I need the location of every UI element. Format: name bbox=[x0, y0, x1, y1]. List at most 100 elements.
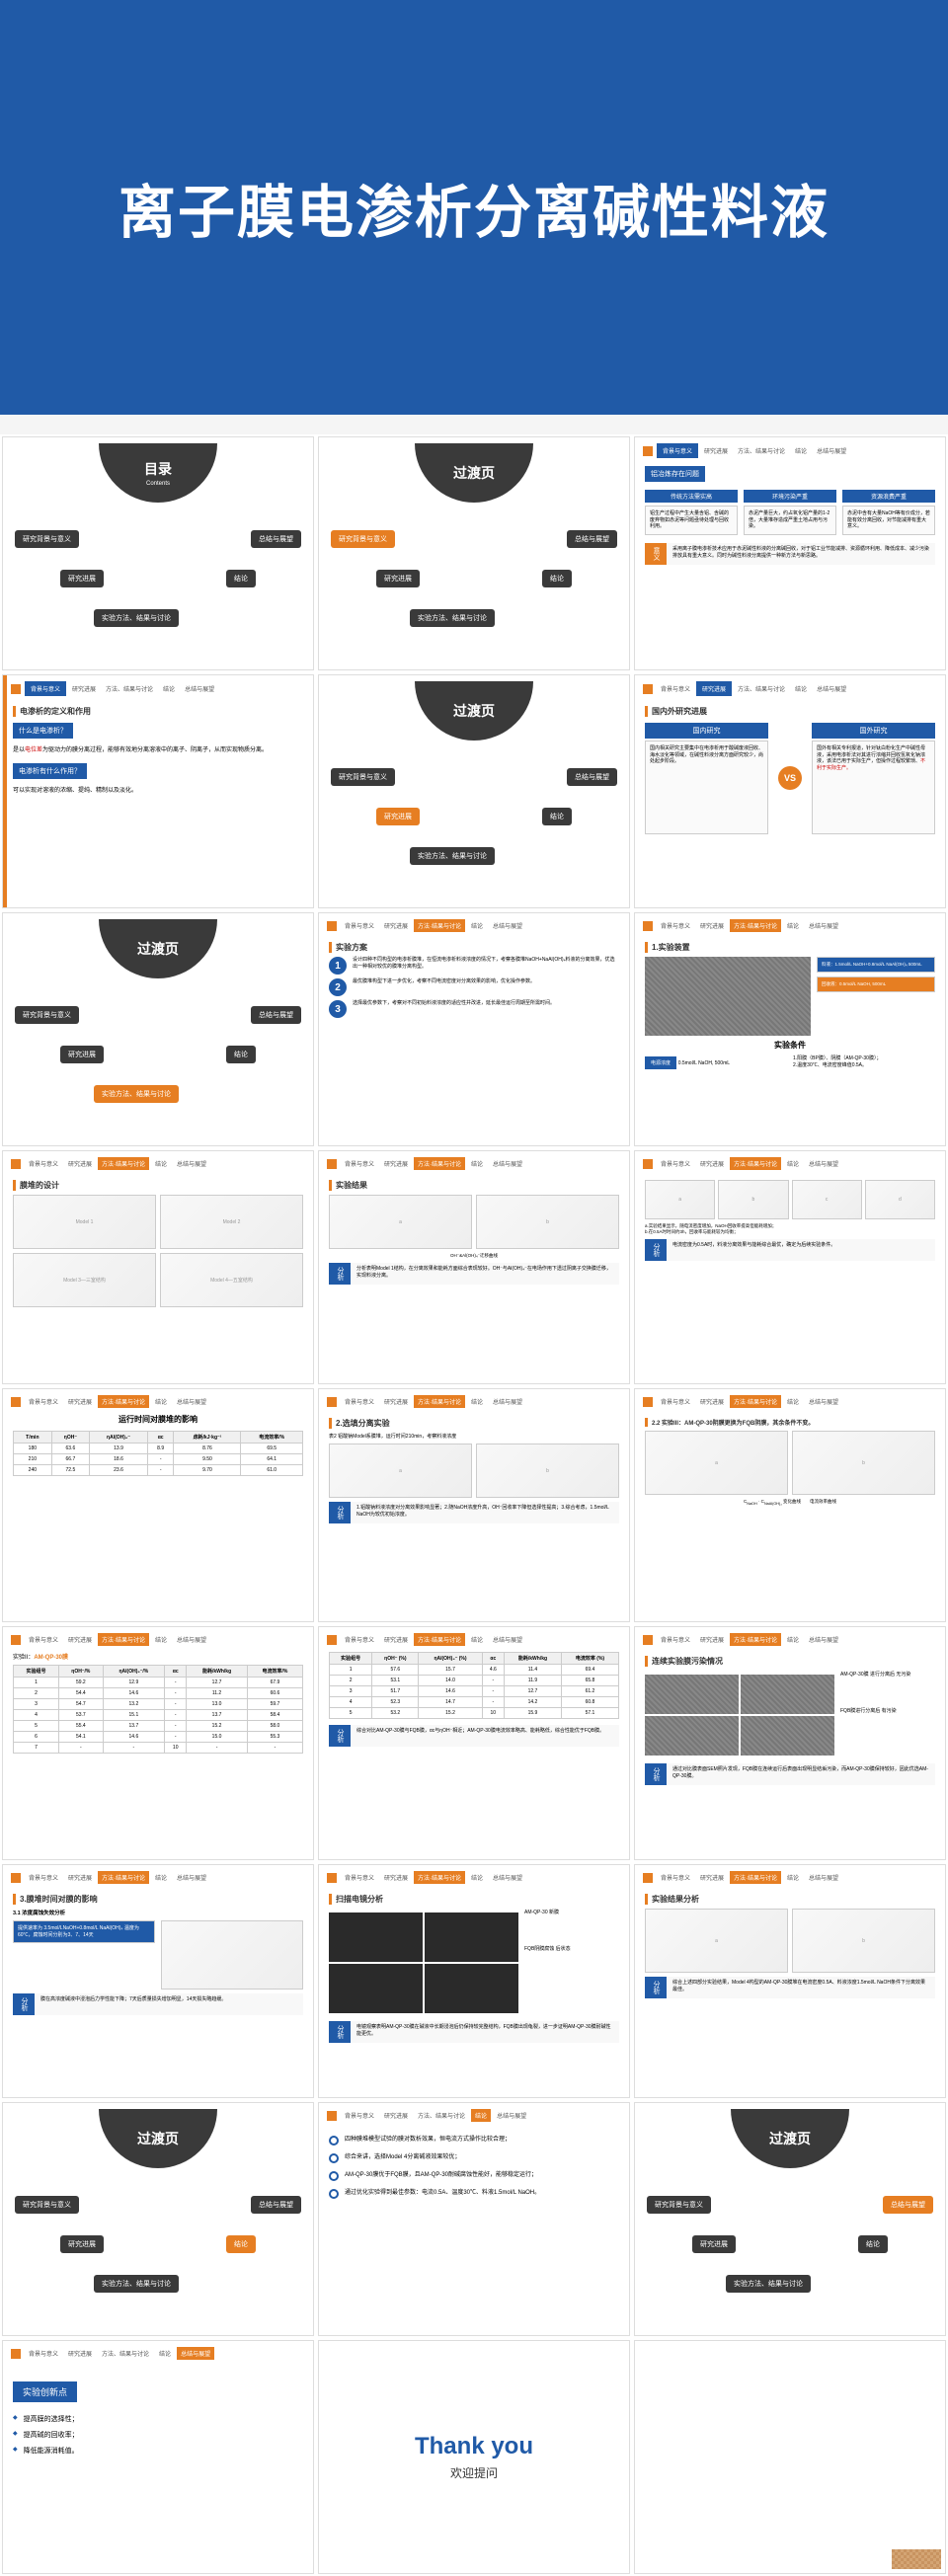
tab: 背景与意义 bbox=[657, 1633, 694, 1646]
tab: 背景与意义 bbox=[341, 1395, 378, 1408]
toc-item-active: 研究进展 bbox=[376, 808, 420, 825]
slide-exp2-table: 背景与意义 研究进展 方法·结果与讨论 结论 总结与展望 实验II：AM-QP-… bbox=[2, 1626, 314, 1860]
tab: 总结与展望 bbox=[805, 1157, 842, 1170]
tab: 方法、结果与讨论 bbox=[414, 2109, 469, 2122]
tab: 总结与展望 bbox=[805, 919, 842, 932]
toc-item-active: 结论 bbox=[226, 2235, 256, 2253]
tab: 总结与展望 bbox=[173, 1871, 210, 1884]
table-header: 虑耗/kJ·kg⁻¹ bbox=[174, 1432, 241, 1444]
slide-marker bbox=[643, 1873, 653, 1883]
analysis-text: 电流密度为0.5A时，料液分离效果与能耗综合最优，确定为后续实验条件。 bbox=[667, 1239, 935, 1261]
tab-active: 方法·结果与讨论 bbox=[414, 1157, 465, 1170]
table-cell: 14.7 bbox=[419, 1697, 482, 1708]
table-header: ηOH⁻ (%) bbox=[372, 1653, 419, 1665]
table-cell: - bbox=[482, 1697, 504, 1708]
diagram-model3: Model 3—三室结构 bbox=[13, 1253, 156, 1307]
table-cell: 59.7 bbox=[247, 1699, 302, 1710]
table-header: 能耗/kWh/kg bbox=[504, 1653, 561, 1665]
chart: a bbox=[645, 1180, 715, 1219]
table-cell: 3 bbox=[330, 1686, 372, 1697]
sem-image bbox=[645, 1675, 739, 1714]
table-cell: 13.9 bbox=[90, 1444, 148, 1454]
cond-text: 1.阳膜（BP膜）、阴膜（AM-QP-30膜）； 2.温度30℃、电流密度峰值0… bbox=[793, 1054, 935, 1071]
plan-item: 选择最优参数下，考察对不同初始料液浓度的适应性并改进，延长最佳运行周期至所需时间… bbox=[353, 1000, 619, 1007]
table-cell: 54.7 bbox=[59, 1699, 103, 1710]
toc-item: 总结与展望 bbox=[251, 530, 301, 548]
slide-toc: 目录 Contents 研究背景与意义 研究进展 实验方法、结果与讨论 总结与展… bbox=[2, 436, 314, 670]
slide-marker bbox=[11, 1635, 21, 1645]
analysis-text: 综合上述四部分实验结果，Model 4构型的AM-QP-30膜堆在电流密度0.5… bbox=[667, 1977, 935, 1998]
sem-image bbox=[329, 1912, 423, 1962]
slide-fouling: 背景与意义 研究进展 方法·结果与讨论 结论 总结与展望 连续实验膜污染情况 A… bbox=[634, 1626, 946, 1860]
toc-item: 总结与展望 bbox=[251, 2196, 301, 2214]
analysis-label: 分析 bbox=[645, 1763, 667, 1785]
table-cell: 2 bbox=[14, 1688, 59, 1699]
table-cell: 15.2 bbox=[187, 1721, 248, 1732]
toc-item: 结论 bbox=[542, 808, 572, 825]
table-cell: - bbox=[165, 1699, 187, 1710]
table-cell: 210 bbox=[14, 1454, 52, 1465]
slide-marker bbox=[643, 446, 653, 456]
transition-header: 过渡页 bbox=[415, 681, 533, 741]
table-cell: - bbox=[103, 1743, 165, 1754]
num-badge: 2 bbox=[329, 978, 347, 996]
slide-apparatus: 背景与意义 研究进展 方法·结果与讨论 结论 总结与展望 1.实验装置 料液：1… bbox=[634, 912, 946, 1146]
toc-item: 研究进展 bbox=[692, 2235, 736, 2253]
table-cell: - bbox=[482, 1676, 504, 1686]
tab: 总结与展望 bbox=[489, 1395, 526, 1408]
section-title: 连续实验膜污染情况 bbox=[645, 1656, 935, 1667]
table-row: 452.314.7-14.260.8 bbox=[330, 1697, 619, 1708]
col-heading: 国内研究 bbox=[645, 723, 768, 739]
table-cell: 13.0 bbox=[187, 1699, 248, 1710]
sem-image bbox=[741, 1716, 834, 1756]
tab: 总结与展望 bbox=[489, 1871, 526, 1884]
slide-conclusion: 背景与意义 研究进展 方法、结果与讨论 结论 总结与展望 四种膜堆模型试验的膜对… bbox=[318, 2102, 630, 2336]
slide-marker bbox=[11, 1397, 21, 1407]
chart: c bbox=[792, 1180, 862, 1219]
title-banner: 离子膜电渗析分离碱性料液 bbox=[0, 0, 948, 415]
table-cell: 13.2 bbox=[103, 1699, 165, 1710]
box-body: 赤泥产量巨大，约占氧化铝产量的1-2倍，大量堆存造成严重土地占用与污染。 bbox=[744, 506, 836, 535]
slide-runtime-table: 背景与意义 研究进展 方法·结果与讨论 结论 总结与展望 运行时间对膜堆的影响 … bbox=[2, 1388, 314, 1622]
tab: 背景与意义 bbox=[341, 1157, 378, 1170]
section-title: 国内外研究进展 bbox=[645, 706, 935, 717]
table-cell: 51.7 bbox=[372, 1686, 419, 1697]
analysis-label: 分析 bbox=[329, 1725, 351, 1747]
table-cell: 10 bbox=[165, 1743, 187, 1754]
toc-item-active: 研究背景与意义 bbox=[331, 530, 395, 548]
table-cell: 15.9 bbox=[504, 1708, 561, 1719]
section-title: 实验结果 bbox=[329, 1180, 619, 1191]
table-cell: 23.6 bbox=[90, 1465, 148, 1476]
section-title: 2.选填分离实验 bbox=[329, 1418, 619, 1429]
footer-text: 采用离子膜电渗析技术应用于赤泥碱性料液的分离碱回收，对于铝工业节能减排、资源循环… bbox=[667, 543, 935, 565]
toc-item: 实验方法、结果与讨论 bbox=[94, 2275, 179, 2293]
tab: 总结与展望 bbox=[805, 1395, 842, 1408]
slide-marker bbox=[327, 1873, 337, 1883]
toc-nodes: 研究背景与意义 研究进展 实验方法、结果与讨论 总结与展望 结论 bbox=[3, 2178, 313, 2316]
nav-tabs: 背景与意义 研究进展 方法·结果与讨论 结论 总结与展望 bbox=[3, 1151, 313, 1170]
tab: 方法、结果与讨论 bbox=[98, 2347, 153, 2360]
section-title: 扫描电镜分析 bbox=[329, 1894, 619, 1905]
transition-header: 过渡页 bbox=[731, 2109, 849, 2168]
toc-item: 总结与展望 bbox=[251, 1006, 301, 1024]
table-cell: 60.8 bbox=[561, 1697, 618, 1708]
table-cell: 5 bbox=[14, 1721, 59, 1732]
tab: 结论 bbox=[783, 919, 803, 932]
box-body: 赤泥中含有大量NaOH等有价成分，若能有效分离回收，对节能减排有重大意义。 bbox=[842, 506, 935, 535]
table-cell: 18.6 bbox=[90, 1454, 148, 1465]
slide-plan: 背景与意义 研究进展 方法·结果与讨论 结论 总结与展望 实验方案 1设计四种不… bbox=[318, 912, 630, 1146]
table-cell: 3 bbox=[14, 1699, 59, 1710]
table-header: αc bbox=[482, 1653, 504, 1665]
analysis-text: 综合对比AM-QP-30膜与FQB膜，αc与ηOH⁻相近；AM-QP-30膜电流… bbox=[351, 1725, 619, 1747]
sem-image bbox=[645, 1716, 739, 1756]
tab: 方法、结果与讨论 bbox=[734, 682, 789, 695]
tab: 研究进展 bbox=[64, 2347, 96, 2360]
innovation-item: 提高碱的回收率； bbox=[24, 2430, 79, 2440]
table-cell: - bbox=[165, 1710, 187, 1721]
table-cell: 61.2 bbox=[561, 1686, 618, 1697]
tab: 研究进展 bbox=[64, 1871, 96, 1884]
main-title: 离子膜电渗析分离碱性料液 bbox=[118, 166, 830, 249]
data-table: 实验组号ηOH⁻ (%)ηAl(OH)₄⁻ (%)αc能耗/kWh/kg电流效率… bbox=[329, 1652, 619, 1719]
col-heading: 国外研究 bbox=[812, 723, 935, 739]
tab: 结论 bbox=[151, 1633, 171, 1646]
